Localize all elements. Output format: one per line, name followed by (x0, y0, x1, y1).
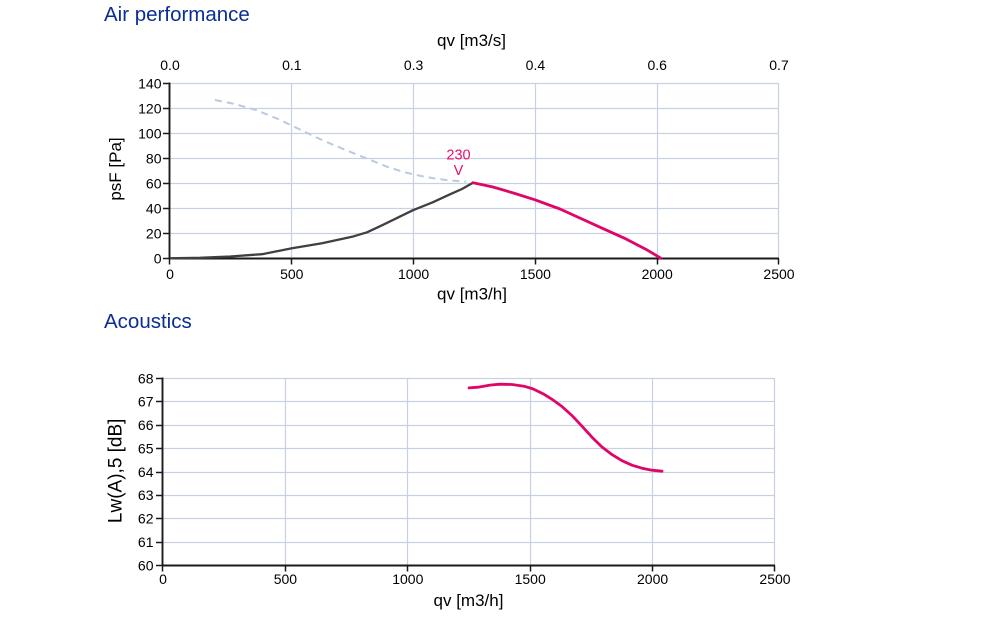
svg-text:63: 63 (138, 487, 154, 503)
svg-text:230: 230 (446, 148, 470, 164)
svg-text:100: 100 (138, 125, 162, 141)
svg-text:40: 40 (146, 200, 162, 216)
svg-text:2500: 2500 (763, 266, 794, 282)
svg-text:67: 67 (138, 394, 154, 410)
svg-text:61: 61 (138, 534, 154, 550)
svg-text:0.7: 0.7 (769, 57, 789, 73)
svg-text:2000: 2000 (642, 266, 673, 282)
svg-text:2500: 2500 (759, 571, 790, 587)
svg-text:1000: 1000 (398, 266, 429, 282)
svg-text:64: 64 (138, 464, 154, 480)
svg-text:80: 80 (146, 150, 162, 166)
svg-text:1500: 1500 (515, 571, 546, 587)
svg-text:120: 120 (138, 100, 162, 116)
svg-text:0: 0 (159, 571, 167, 587)
svg-text:68: 68 (138, 370, 154, 386)
svg-text:60: 60 (146, 175, 162, 191)
svg-text:0.0: 0.0 (160, 57, 180, 73)
svg-text:0.6: 0.6 (647, 57, 667, 73)
svg-text:62: 62 (138, 511, 154, 527)
svg-text:140: 140 (138, 75, 162, 91)
svg-text:V: V (454, 163, 464, 179)
svg-text:qv [m3/h]: qv [m3/h] (434, 591, 504, 610)
svg-text:psF [Pa]: psF [Pa] (106, 137, 125, 200)
svg-text:1000: 1000 (392, 571, 423, 587)
svg-text:Lw(A),5 [dB]: Lw(A),5 [dB] (106, 419, 127, 524)
svg-text:20: 20 (146, 225, 162, 241)
svg-text:Acoustics: Acoustics (104, 310, 192, 333)
svg-text:qv [m3/s]: qv [m3/s] (437, 31, 506, 50)
svg-text:500: 500 (280, 266, 304, 282)
svg-text:Air performance: Air performance (104, 3, 250, 26)
svg-text:66: 66 (138, 417, 154, 433)
svg-text:500: 500 (274, 571, 298, 587)
svg-text:0.1: 0.1 (282, 57, 302, 73)
svg-text:2000: 2000 (637, 571, 668, 587)
svg-text:1500: 1500 (520, 266, 551, 282)
svg-text:0: 0 (154, 250, 162, 266)
svg-text:65: 65 (138, 440, 154, 456)
svg-text:0.4: 0.4 (526, 57, 546, 73)
svg-text:60: 60 (138, 557, 154, 573)
svg-text:qv [m3/h]: qv [m3/h] (437, 285, 507, 304)
svg-text:0.3: 0.3 (404, 57, 424, 73)
svg-text:0: 0 (166, 266, 174, 282)
